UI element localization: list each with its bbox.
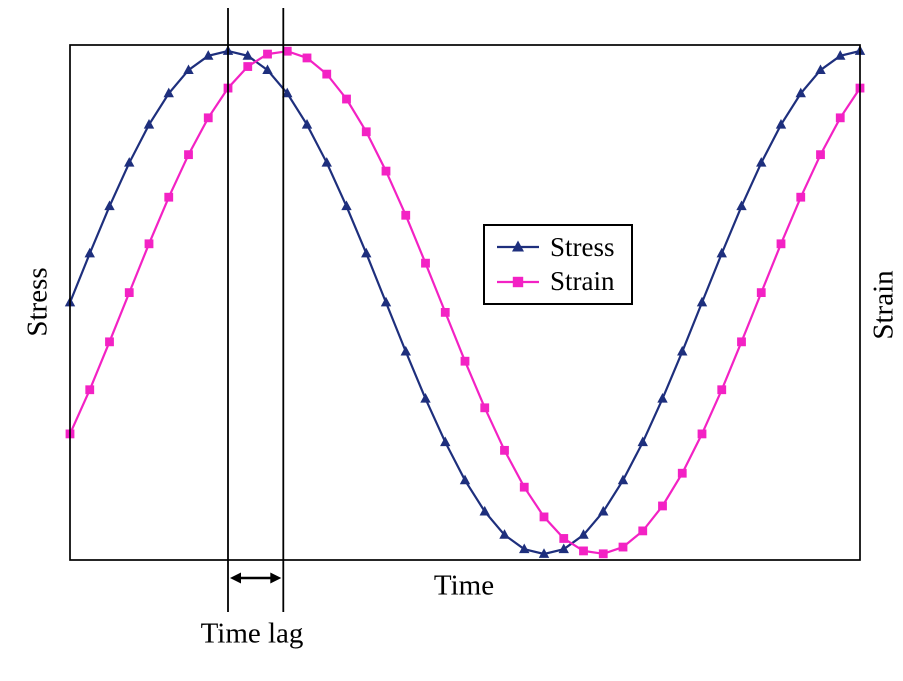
legend-label-strain: Strain xyxy=(550,266,615,297)
stress-line-marker-icon xyxy=(497,240,539,252)
y-axis-label-left: Stress xyxy=(21,267,54,337)
strain-line-marker-icon xyxy=(497,276,539,287)
time-lag-arrow xyxy=(230,572,282,584)
legend-label-stress: Stress xyxy=(550,232,615,262)
x-axis-label: Time xyxy=(433,569,495,602)
guide-lines xyxy=(227,8,285,612)
legend: Stress Strain xyxy=(483,224,633,305)
legend-item-strain: Strain xyxy=(495,265,615,297)
series-stress xyxy=(64,45,866,558)
plot-border xyxy=(69,44,861,561)
time-lag-label: Time lag xyxy=(200,617,304,650)
legend-item-stress: Stress xyxy=(495,231,615,263)
y-axis-label-right: Strain xyxy=(867,270,900,340)
